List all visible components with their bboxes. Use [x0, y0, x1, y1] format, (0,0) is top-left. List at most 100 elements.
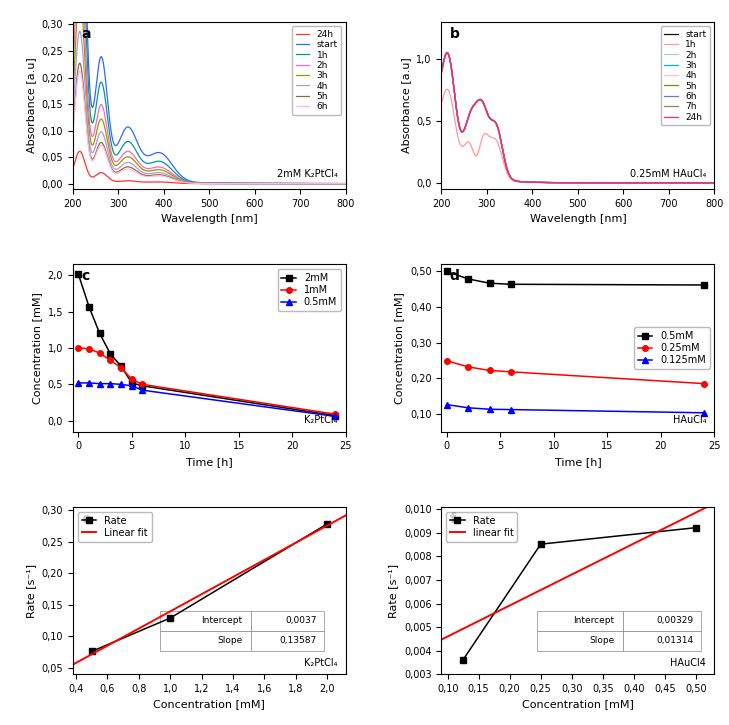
X-axis label: Wavelength [nm]: Wavelength [nm]	[161, 215, 258, 224]
X-axis label: Concentration [mM]: Concentration [mM]	[522, 700, 634, 710]
Line: 1mM: 1mM	[76, 345, 338, 417]
Rate	[537, 540, 545, 549]
6h	[710, 178, 719, 187]
Y-axis label: Concentration [mM]: Concentration [mM]	[32, 292, 42, 404]
4h	[474, 96, 483, 105]
1mM	[138, 380, 147, 389]
Text: c: c	[81, 270, 90, 283]
6h	[437, 68, 446, 77]
3h	[160, 167, 169, 175]
Line: Rate: Rate	[461, 525, 698, 663]
24h	[437, 68, 446, 77]
4h	[114, 164, 123, 173]
5h	[437, 68, 446, 77]
7h	[474, 96, 483, 105]
start	[187, 177, 196, 186]
5h	[555, 178, 564, 187]
3h	[437, 68, 446, 77]
3h	[581, 178, 590, 187]
7h	[710, 178, 719, 187]
Line: 0.5mM: 0.5mM	[76, 380, 338, 419]
24h	[474, 96, 483, 105]
Line: 1h: 1h	[442, 89, 714, 183]
1h	[187, 178, 196, 186]
Line: start: start	[73, 0, 346, 183]
4h	[160, 170, 169, 178]
6h	[212, 179, 221, 188]
start	[443, 49, 451, 57]
start	[555, 178, 564, 187]
5h	[218, 179, 227, 188]
0.25mM	[464, 362, 472, 371]
24h	[218, 179, 227, 188]
0.5mM	[486, 279, 494, 288]
start	[218, 178, 227, 187]
Line: 1h: 1h	[73, 0, 346, 183]
1mM	[117, 363, 125, 372]
4h	[218, 179, 227, 188]
24h	[443, 49, 451, 57]
Line: 7h: 7h	[442, 53, 714, 183]
5h	[69, 124, 77, 133]
0.5mM	[138, 386, 147, 394]
3h	[710, 178, 719, 187]
1h	[105, 127, 114, 136]
2h	[529, 178, 538, 186]
0.5mM	[85, 378, 93, 387]
Line: 0.25mM: 0.25mM	[444, 358, 706, 386]
24h	[341, 179, 350, 188]
Legend: 24h, start, 1h, 2h, 3h, 4h, 5h, 6h: 24h, start, 1h, 2h, 3h, 4h, 5h, 6h	[292, 26, 341, 115]
1h	[341, 179, 350, 188]
24h	[69, 165, 77, 173]
0.25mM	[443, 357, 451, 365]
0.25mM	[486, 366, 494, 375]
3h	[529, 178, 538, 186]
24h	[160, 178, 169, 186]
4h	[437, 68, 446, 77]
Line: 3h: 3h	[442, 53, 714, 183]
6h	[555, 178, 564, 187]
24h	[114, 177, 123, 186]
Line: 3h: 3h	[73, 0, 346, 183]
4h	[483, 109, 492, 118]
Rate	[87, 647, 96, 655]
Y-axis label: Absorbance [a.u]: Absorbance [a.u]	[401, 57, 410, 153]
Text: a: a	[81, 27, 90, 41]
3h	[443, 49, 451, 57]
5h	[212, 179, 221, 188]
Legend: 0.5mM, 0.25mM, 0.125mM: 0.5mM, 0.25mM, 0.125mM	[634, 327, 709, 369]
6h	[69, 128, 77, 136]
2h	[555, 178, 564, 187]
1mM	[128, 375, 136, 384]
2h	[581, 178, 590, 187]
3h	[586, 178, 595, 187]
start	[114, 137, 123, 146]
Line: 6h: 6h	[73, 71, 346, 183]
24h	[187, 179, 196, 188]
2h	[437, 69, 446, 78]
2h	[474, 97, 483, 106]
Y-axis label: Rate [s⁻¹]: Rate [s⁻¹]	[26, 563, 36, 618]
6h	[443, 49, 451, 57]
0.5mM	[95, 379, 104, 388]
4h	[187, 178, 196, 187]
5h	[581, 178, 590, 187]
24h	[75, 147, 84, 156]
5h	[341, 179, 350, 188]
4h	[69, 109, 77, 117]
1h	[443, 85, 451, 94]
6h	[75, 67, 84, 75]
7h	[586, 178, 595, 187]
3h	[474, 96, 483, 105]
24h	[555, 178, 564, 187]
4h	[443, 49, 451, 57]
6h	[114, 168, 123, 177]
1h	[69, 42, 77, 51]
start	[474, 96, 483, 105]
X-axis label: Wavelength [nm]: Wavelength [nm]	[529, 215, 626, 224]
5h	[75, 59, 84, 67]
Line: 4h: 4h	[73, 31, 346, 183]
3h	[555, 178, 564, 187]
start	[160, 152, 169, 160]
4h	[75, 27, 84, 36]
